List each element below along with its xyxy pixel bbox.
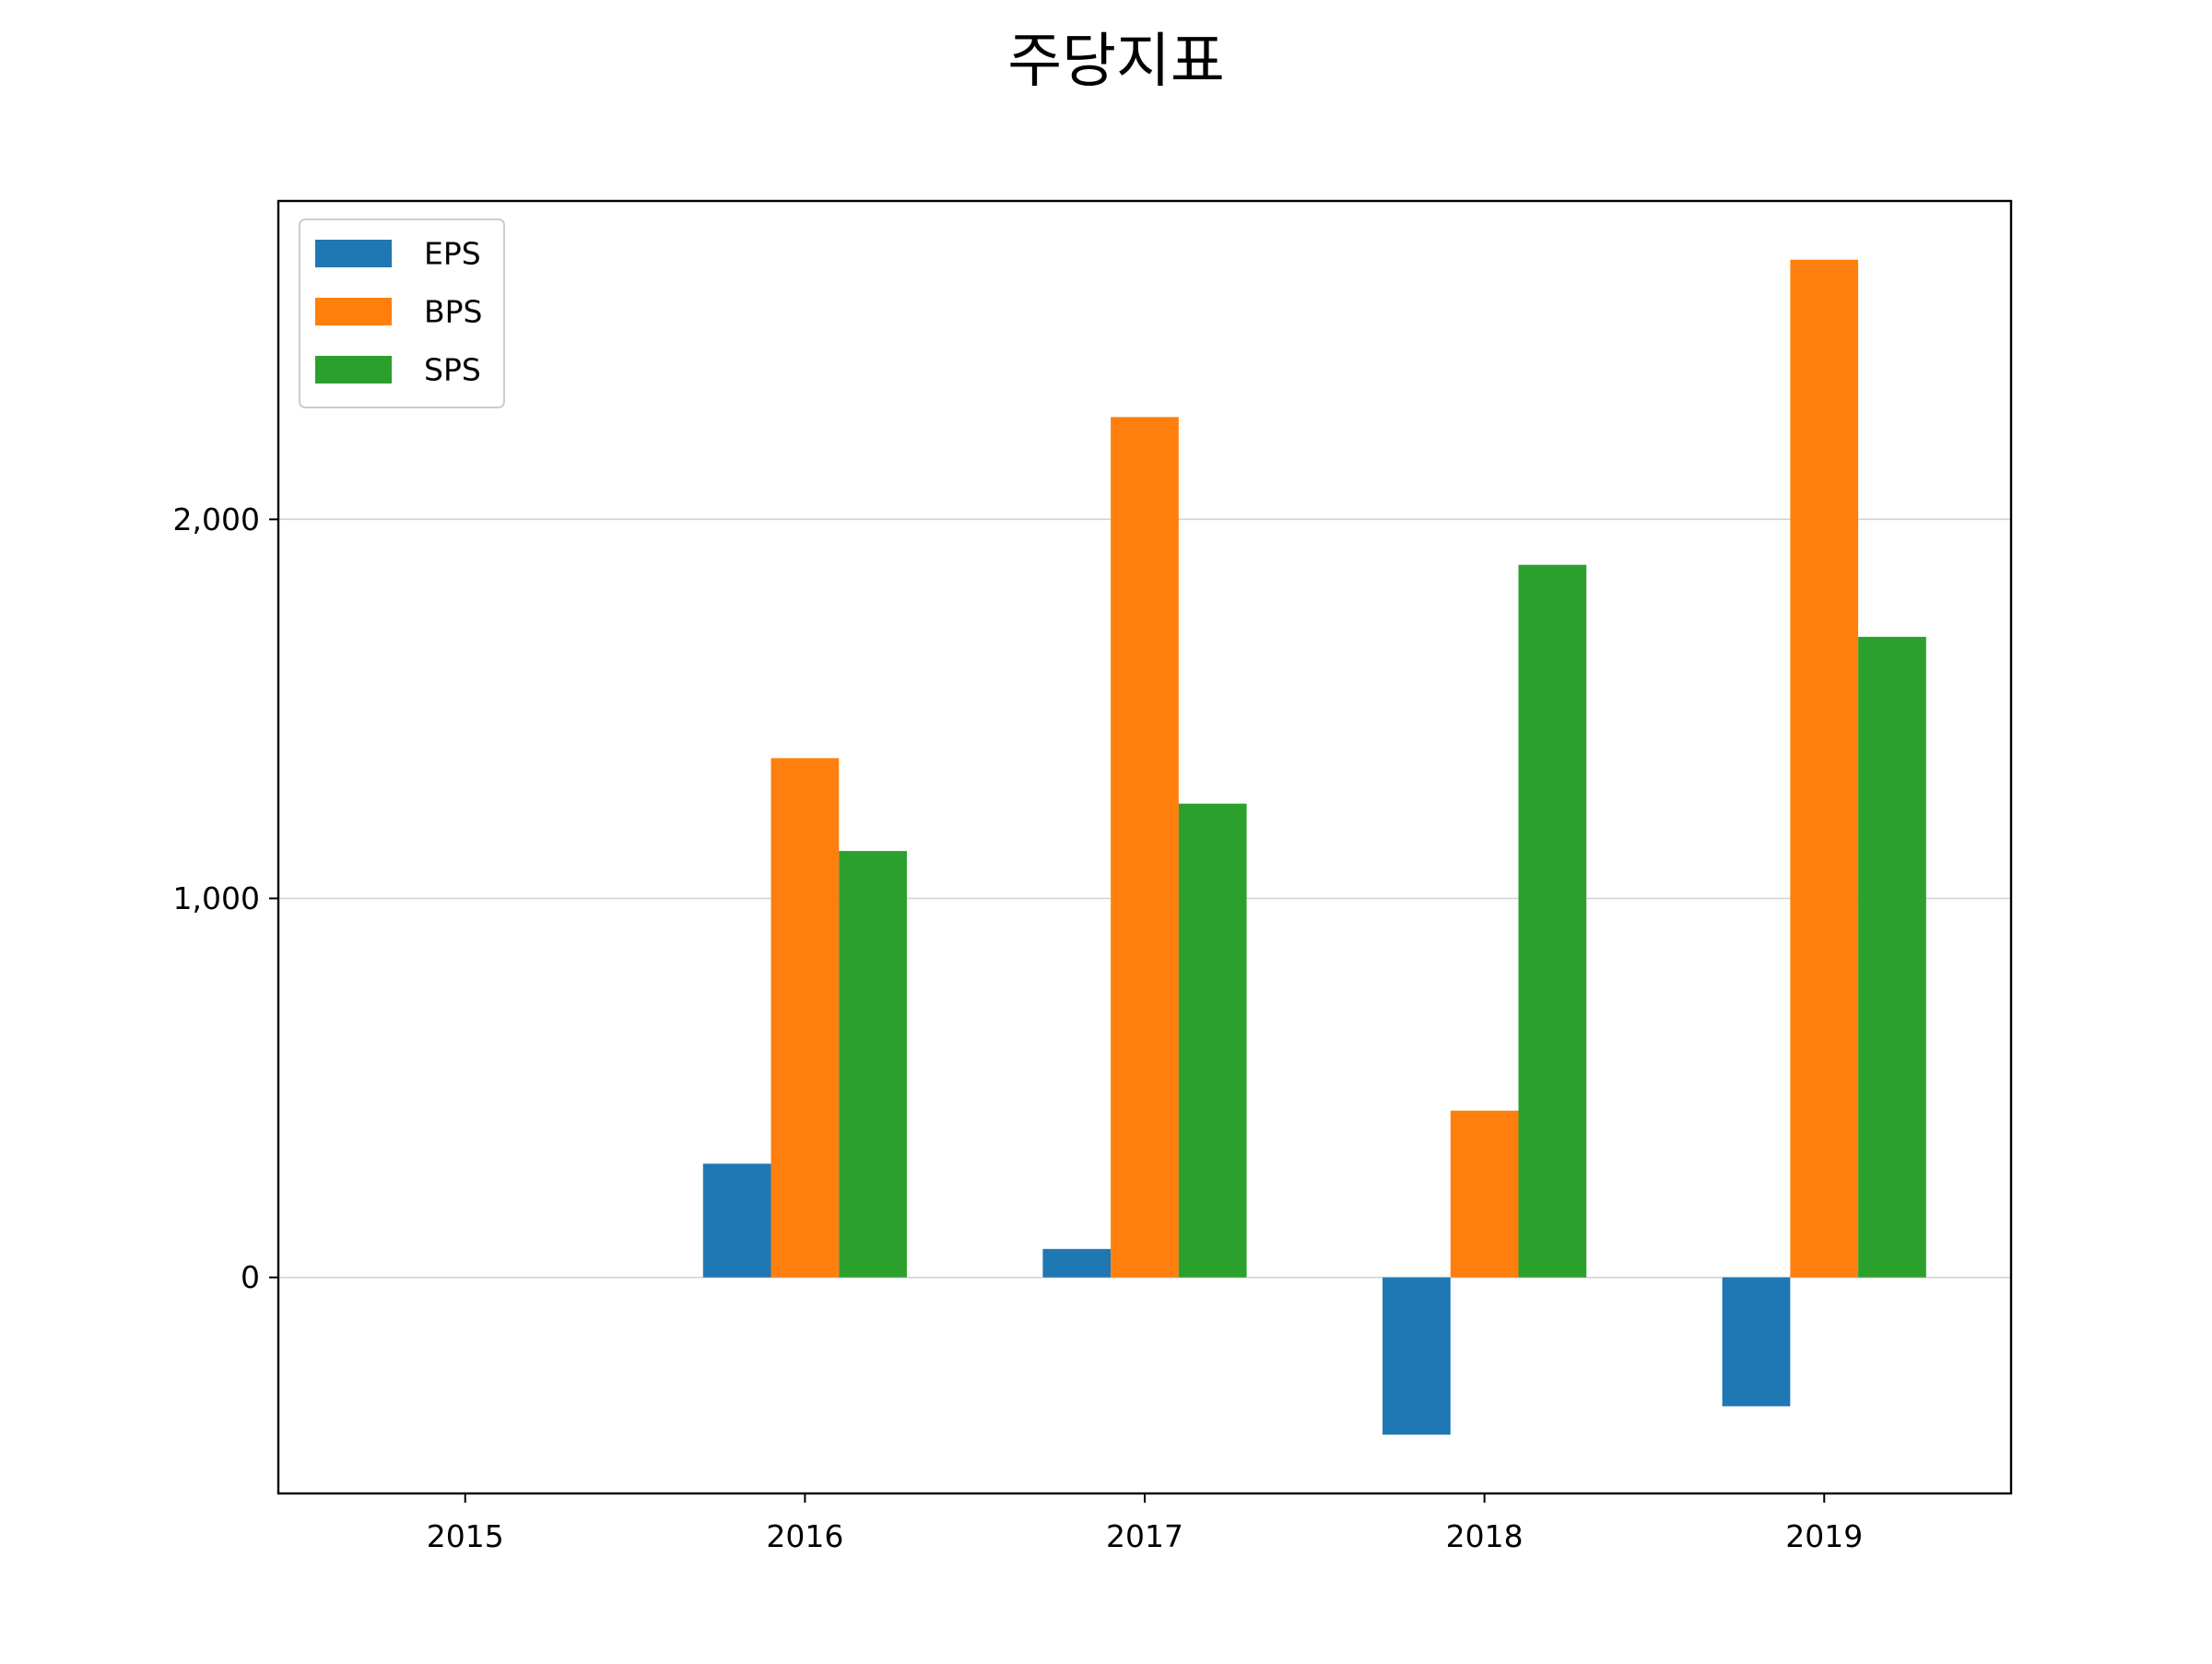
y-tick-label-2: 2,000 [173,502,260,537]
bar-sps-2017 [1178,803,1247,1278]
bar-sps-2018 [1518,564,1587,1278]
x-tick-label-2017: 2017 [1106,1518,1183,1554]
legend-swatch-bps [315,298,392,325]
bar-bps-2019 [1790,259,1859,1278]
legend-swatch-sps [315,356,392,384]
chart-title: 주당지표 [1007,28,1225,96]
y-axis: 0 1,000 2,000 [173,502,278,1295]
y-tick-label-0: 0 [241,1259,260,1295]
legend-label-eps: EPS [424,236,481,272]
x-tick-label-2018: 2018 [1446,1518,1524,1554]
bar-eps-2019 [1722,1277,1791,1407]
y-tick-label-1: 1,000 [173,880,260,916]
legend: EPS BPS SPS [299,218,505,408]
bar-sps-2019 [1858,636,1926,1278]
legend-label-sps: SPS [424,352,481,388]
bar-bps-2017 [1111,417,1179,1278]
x-tick-label-2016: 2016 [766,1518,843,1554]
bars [702,259,1926,1435]
bar-eps-2017 [1042,1248,1112,1278]
bar-bps-2018 [1450,1110,1519,1278]
legend-label-bps: BPS [424,294,483,330]
bar-bps-2016 [771,758,840,1278]
legend-swatch-eps [315,240,392,267]
x-axis: 2015 2016 2017 2018 2019 [427,1493,1863,1554]
bar-sps-2016 [839,851,907,1278]
bar-eps-2016 [702,1163,771,1278]
bar-eps-2018 [1382,1277,1451,1435]
x-tick-label-2019: 2019 [1785,1518,1863,1554]
x-tick-label-2015: 2015 [427,1518,504,1554]
